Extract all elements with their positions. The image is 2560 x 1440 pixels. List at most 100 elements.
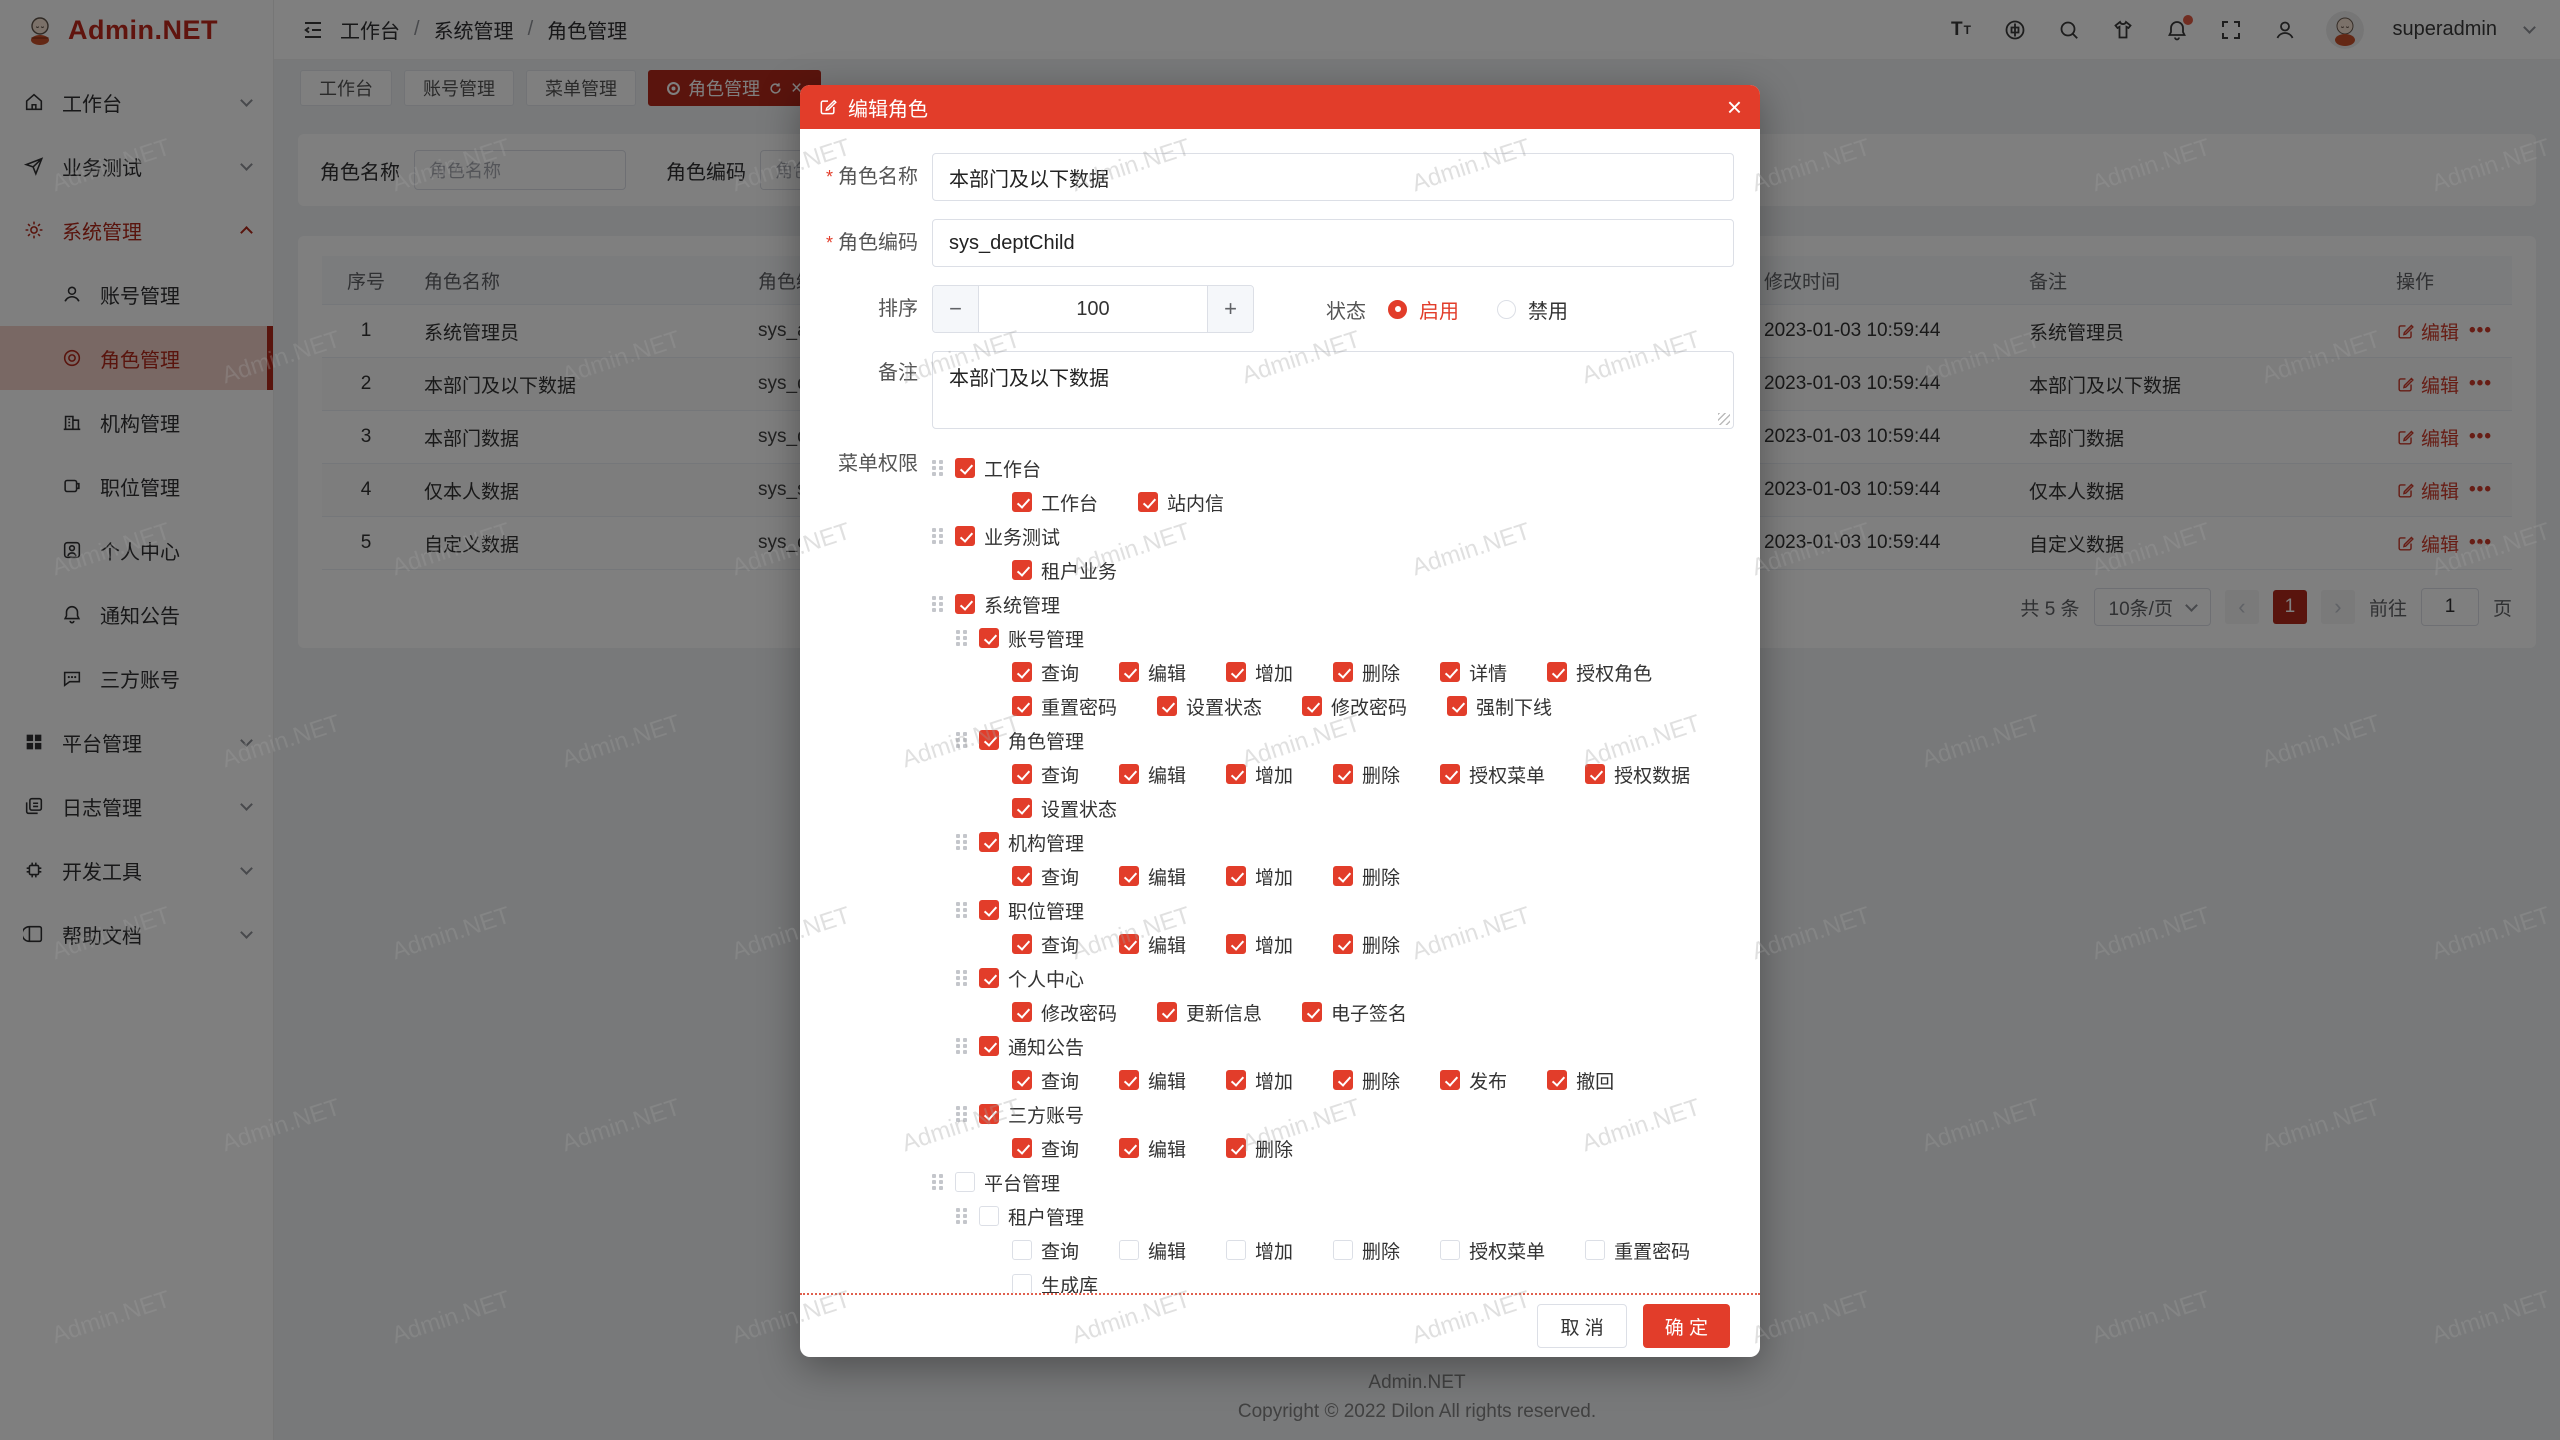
permission-增加[interactable]: 增加 [1226, 931, 1293, 958]
tree-node-个人中心[interactable]: 个人中心 [956, 961, 1734, 995]
checkbox[interactable] [1119, 1138, 1140, 1158]
permission-详情[interactable]: 详情 [1440, 659, 1507, 686]
permission-编辑[interactable]: 编辑 [1119, 659, 1186, 686]
permission-编辑[interactable]: 编辑 [1119, 1237, 1186, 1264]
permission-增加[interactable]: 增加 [1226, 863, 1293, 890]
checkbox[interactable] [1157, 1002, 1178, 1022]
drag-handle-icon[interactable] [956, 732, 970, 748]
checkbox[interactable] [979, 900, 999, 920]
drag-handle-icon[interactable] [932, 1174, 946, 1190]
permission-增加[interactable]: 增加 [1226, 761, 1293, 788]
checkbox[interactable] [1226, 866, 1247, 886]
confirm-button[interactable]: 确 定 [1642, 1304, 1730, 1348]
checkbox[interactable] [1226, 1138, 1247, 1158]
checkbox[interactable] [1119, 866, 1140, 886]
permission-删除[interactable]: 删除 [1333, 659, 1400, 686]
role-name-field[interactable]: 本部门及以下数据 [932, 153, 1734, 201]
checkbox[interactable] [1585, 1240, 1606, 1260]
drag-handle-icon[interactable] [956, 1208, 970, 1224]
status-enabled-radio[interactable] [1388, 299, 1407, 319]
checkbox[interactable] [1440, 1240, 1461, 1260]
checkbox[interactable] [1012, 764, 1032, 784]
tree-node-工作台[interactable]: 工作台 [932, 451, 1734, 485]
checkbox[interactable] [1547, 1070, 1568, 1090]
permission-修改密码[interactable]: 修改密码 [1012, 999, 1117, 1026]
drag-handle-icon[interactable] [932, 596, 946, 612]
permission-删除[interactable]: 删除 [1333, 1237, 1400, 1264]
checkbox[interactable] [1226, 764, 1247, 784]
stepper-minus-button[interactable]: − [933, 286, 979, 332]
permission-重置密码[interactable]: 重置密码 [1012, 693, 1117, 720]
tree-node-角色管理[interactable]: 角色管理 [956, 723, 1734, 757]
checkbox[interactable] [1012, 1274, 1032, 1293]
permission-增加[interactable]: 增加 [1226, 1067, 1293, 1094]
checkbox[interactable] [979, 1104, 999, 1124]
checkbox[interactable] [1012, 1002, 1032, 1022]
checkbox[interactable] [1012, 696, 1032, 716]
checkbox[interactable] [1138, 492, 1159, 512]
status-disabled-label[interactable]: 禁用 [1528, 300, 1568, 323]
checkbox[interactable] [1333, 1240, 1354, 1260]
tree-node-账号管理[interactable]: 账号管理 [956, 621, 1734, 655]
permission-删除[interactable]: 删除 [1333, 1067, 1400, 1094]
checkbox[interactable] [979, 1036, 999, 1056]
tree-node-机构管理[interactable]: 机构管理 [956, 825, 1734, 859]
checkbox[interactable] [1012, 662, 1032, 682]
permission-查询[interactable]: 查询 [1012, 863, 1079, 890]
tree-node-系统管理[interactable]: 系统管理 [932, 587, 1734, 621]
checkbox[interactable] [979, 1206, 999, 1226]
permission-编辑[interactable]: 编辑 [1119, 1135, 1186, 1162]
checkbox[interactable] [1547, 662, 1568, 682]
checkbox[interactable] [1302, 1002, 1323, 1022]
permission-修改密码[interactable]: 修改密码 [1302, 693, 1407, 720]
checkbox[interactable] [1119, 1070, 1140, 1090]
checkbox[interactable] [1012, 866, 1032, 886]
permission-设置状态[interactable]: 设置状态 [1012, 795, 1117, 822]
role-code-field[interactable]: sys_deptChild [932, 219, 1734, 267]
tree-node-平台管理[interactable]: 平台管理 [932, 1165, 1734, 1199]
permission-查询[interactable]: 查询 [1012, 761, 1079, 788]
resize-handle[interactable] [1718, 413, 1730, 425]
drag-handle-icon[interactable] [956, 630, 970, 646]
checkbox[interactable] [1119, 662, 1140, 682]
permission-编辑[interactable]: 编辑 [1119, 761, 1186, 788]
permission-删除[interactable]: 删除 [1333, 931, 1400, 958]
checkbox[interactable] [979, 628, 999, 648]
checkbox[interactable] [1302, 696, 1323, 716]
tree-node-三方账号[interactable]: 三方账号 [956, 1097, 1734, 1131]
permission-查询[interactable]: 查询 [1012, 1067, 1079, 1094]
drag-handle-icon[interactable] [956, 902, 970, 918]
tree-node-通知公告[interactable]: 通知公告 [956, 1029, 1734, 1063]
checkbox[interactable] [979, 730, 999, 750]
close-icon[interactable]: × [1726, 92, 1742, 122]
drag-handle-icon[interactable] [932, 460, 946, 476]
tree-node-租户管理[interactable]: 租户管理 [956, 1199, 1734, 1233]
drag-handle-icon[interactable] [956, 1106, 970, 1122]
checkbox[interactable] [1157, 696, 1178, 716]
checkbox[interactable] [1333, 866, 1354, 886]
checkbox[interactable] [955, 458, 975, 478]
permission-撤回[interactable]: 撤回 [1547, 1067, 1614, 1094]
checkbox[interactable] [1440, 1070, 1461, 1090]
checkbox[interactable] [979, 968, 999, 988]
checkbox[interactable] [1226, 1070, 1247, 1090]
permission-生成库[interactable]: 生成库 [1012, 1271, 1098, 1293]
permission-工作台[interactable]: 工作台 [1012, 489, 1098, 516]
permission-发布[interactable]: 发布 [1440, 1067, 1507, 1094]
checkbox[interactable] [1226, 1240, 1247, 1260]
permission-查询[interactable]: 查询 [1012, 1237, 1079, 1264]
permission-增加[interactable]: 增加 [1226, 659, 1293, 686]
checkbox[interactable] [1119, 934, 1140, 954]
drag-handle-icon[interactable] [956, 970, 970, 986]
checkbox[interactable] [1012, 934, 1032, 954]
checkbox[interactable] [1012, 1240, 1032, 1260]
permission-编辑[interactable]: 编辑 [1119, 931, 1186, 958]
permission-编辑[interactable]: 编辑 [1119, 1067, 1186, 1094]
checkbox[interactable] [1440, 764, 1461, 784]
checkbox[interactable] [1226, 662, 1247, 682]
permission-租户业务[interactable]: 租户业务 [1012, 557, 1117, 584]
status-enabled-label[interactable]: 启用 [1419, 300, 1459, 323]
permission-授权菜单[interactable]: 授权菜单 [1440, 1237, 1545, 1264]
checkbox[interactable] [1012, 560, 1032, 580]
permission-编辑[interactable]: 编辑 [1119, 863, 1186, 890]
